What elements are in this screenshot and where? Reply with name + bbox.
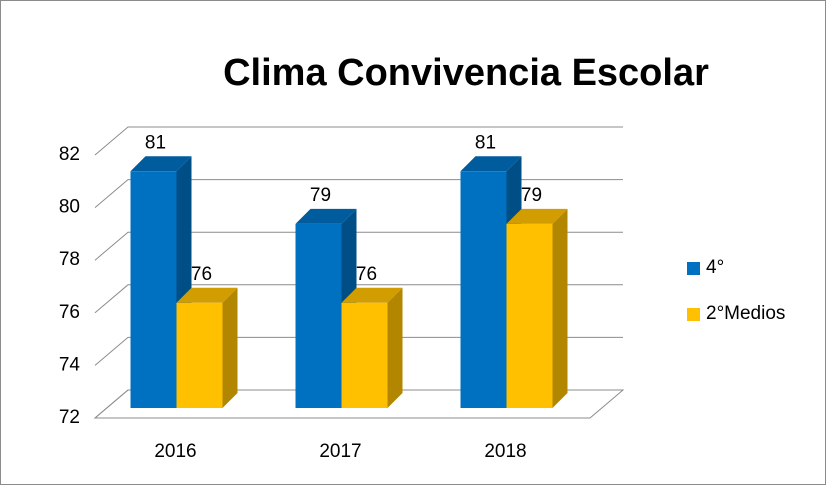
grid-line	[94, 389, 623, 419]
bar	[341, 302, 388, 408]
bar-top	[460, 156, 522, 172]
y-tick-label: 76	[59, 302, 80, 323]
data-label: 79	[521, 185, 542, 206]
data-label: 79	[310, 185, 331, 206]
bar-top	[130, 156, 192, 172]
bar-top	[295, 208, 357, 224]
x-tick-label: 2017	[319, 441, 361, 462]
bar	[295, 223, 342, 408]
x-tick-label: 2016	[154, 441, 196, 462]
data-label: 81	[145, 132, 166, 153]
bar-top	[176, 287, 238, 303]
bar-top	[506, 208, 568, 224]
bar-side	[222, 287, 238, 408]
grid-line	[94, 336, 623, 366]
x-tick-label: 2018	[484, 441, 526, 462]
bar-top	[341, 287, 403, 303]
grid-line	[94, 126, 623, 156]
y-tick-label: 72	[59, 407, 80, 428]
legend-label: 4°	[706, 257, 724, 278]
legend-swatch	[687, 308, 700, 321]
bar	[460, 171, 507, 408]
data-label: 81	[475, 132, 496, 153]
grid-line	[94, 231, 623, 261]
bar-side	[552, 208, 568, 408]
grid-line	[94, 284, 623, 314]
y-tick-label: 82	[59, 144, 80, 165]
y-tick-label: 78	[59, 249, 80, 270]
data-label: 76	[191, 264, 212, 285]
bar	[176, 302, 223, 408]
bar	[130, 171, 177, 408]
data-label: 76	[356, 264, 377, 285]
bar	[506, 223, 553, 408]
y-tick-label: 74	[59, 354, 81, 375]
grid-line	[94, 179, 623, 208]
legend-swatch	[687, 262, 700, 275]
bar-side	[387, 287, 403, 408]
chart-title: Clima Convivencia Escolar	[223, 52, 709, 94]
y-tick-label: 80	[59, 197, 80, 218]
legend-label: 2°Medios	[706, 303, 785, 324]
